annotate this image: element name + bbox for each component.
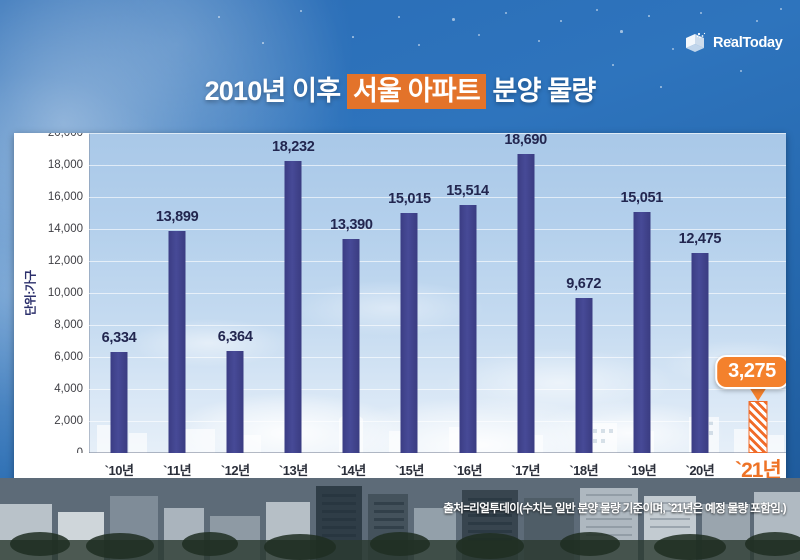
brand-name: RealToday	[713, 35, 783, 51]
star-dot	[262, 42, 264, 44]
chart-bar-value-label: 6,364	[217, 329, 253, 346]
star-dot	[612, 64, 614, 66]
chart-gridline	[89, 229, 786, 230]
chart-bar-value-label: 15,051	[620, 190, 664, 207]
star-dot	[478, 34, 480, 36]
star-dot	[560, 92, 562, 94]
star-dot	[672, 48, 674, 50]
x-axis-tick-label: `11년	[163, 463, 192, 478]
forecast-value-callout: 3,275	[715, 354, 786, 389]
y-axis-tick-label: 18,000	[47, 159, 83, 171]
x-axis-tick-label: `20년	[685, 463, 715, 478]
chart-gridline	[89, 357, 786, 358]
brand-logo: RealToday	[684, 31, 783, 55]
chart-gridline	[89, 389, 786, 390]
x-axis-tick-label: `19년	[627, 463, 657, 478]
chart-bar[interactable]	[575, 298, 593, 453]
y-axis-tick-label: 2,000	[54, 415, 83, 427]
chart-bar-value-label: 15,015	[388, 190, 431, 207]
chart-bar-value-label: 6,334	[101, 329, 137, 346]
star-dot	[560, 20, 562, 22]
chart-bar[interactable]	[633, 212, 651, 453]
chart-plot-area: 6,334 13,899 6,364 18,232 13,390 15,015 15,514…	[89, 133, 786, 453]
chart-bar-value-label: 18,232	[272, 139, 315, 156]
star-dot	[452, 18, 455, 21]
chart-bar[interactable]	[517, 153, 535, 453]
y-axis-tick-label: 16,000	[47, 191, 83, 203]
y-axis-tick-label: 10,000	[47, 287, 83, 299]
star-dot	[648, 15, 650, 17]
title-suffix: 분양 물량	[485, 76, 597, 106]
x-axis-tick-label: `10년	[104, 463, 134, 478]
star-dot	[538, 40, 541, 43]
title-prefix: 2010년 이후	[204, 76, 347, 106]
chart-gridline	[89, 293, 786, 294]
star-dot	[505, 12, 508, 15]
star-dot	[756, 20, 759, 23]
star-dot	[780, 8, 782, 10]
chart-bar-value-label: 13,390	[330, 216, 373, 233]
y-axis: 단위:가구 20,000 18,000 16,000 14,000 12,000 10,0…	[14, 133, 89, 459]
star-dot	[218, 16, 220, 18]
chart-gridline	[89, 197, 786, 198]
chart-bar-value-label: 12,475	[678, 231, 722, 248]
city-skyline-photo	[0, 478, 800, 560]
y-axis-tick-label: 8,000	[54, 319, 83, 331]
star-dot	[398, 16, 400, 18]
chart-gridline	[89, 325, 786, 326]
x-axis-baseline	[89, 452, 786, 453]
cube-logo-icon	[686, 32, 706, 52]
x-axis-tick-label: `18년	[569, 463, 599, 478]
star-dot	[740, 70, 742, 72]
star-dot	[730, 38, 732, 40]
chart-bar[interactable]	[342, 238, 360, 453]
chart-bar-value-label: 9,672	[566, 276, 602, 293]
chart-gridline	[89, 261, 786, 262]
y-axis-title: 단위:가구	[23, 270, 38, 316]
x-axis-tick-label: `21년	[735, 459, 782, 482]
chart-bar[interactable]	[284, 161, 302, 453]
star-dot	[352, 36, 354, 38]
callout-tail-icon	[748, 386, 767, 401]
y-axis-tick-label: 12,000	[47, 255, 83, 267]
x-axis-tick-label: `13년	[278, 463, 308, 478]
star-dot	[660, 86, 662, 88]
star-dot	[596, 9, 598, 11]
chart-bar[interactable]	[400, 212, 418, 453]
star-dot	[300, 10, 302, 12]
chart-gridline	[89, 421, 786, 422]
page-title: 2010년 이후 서울 아파트 분양 물량	[0, 69, 800, 109]
chart-bar[interactable]	[226, 351, 244, 453]
title-highlight: 서울 아파트	[346, 74, 486, 109]
x-axis-tick-label: `12년	[220, 463, 250, 478]
star-dot	[700, 12, 703, 15]
plot-skyline-silhouette	[97, 409, 784, 453]
chart-bar-value-label: 13,899	[155, 208, 199, 225]
star-dot	[620, 30, 623, 33]
city-photo-strip	[0, 478, 800, 560]
source-footnote: 출처=리얼투데이(수치는 일반 분양 물량 기준이며, `21년은 예정 물량 …	[443, 503, 786, 515]
chart-bar[interactable]	[110, 351, 128, 453]
chart-bar[interactable]	[459, 204, 477, 453]
x-axis-tick-label: `16년	[453, 463, 482, 478]
chart-panel: 6,334 13,899 6,364 18,232 13,390 15,015 15,514…	[14, 133, 786, 485]
x-axis-tick-label: `15년	[395, 463, 424, 478]
y-axis-tick-label: 14,000	[47, 223, 83, 235]
star-dot	[418, 44, 420, 46]
x-axis-tick-label: `14년	[337, 463, 366, 478]
chart-bar-forecast[interactable]	[748, 400, 768, 453]
chart-gridline	[89, 133, 786, 134]
chart-bar-value-label: 18,690	[504, 133, 547, 148]
chart-gridline	[89, 165, 786, 166]
y-axis-tick-label: 4,000	[54, 383, 83, 395]
y-axis-tick-label: 6,000	[54, 351, 83, 363]
chart-bar[interactable]	[168, 230, 186, 453]
chart-bar-value-label: 15,514	[446, 182, 489, 199]
chart-bar[interactable]	[691, 253, 709, 453]
x-axis-tick-label: `17년	[511, 463, 540, 478]
y-axis-tick-label: 20,000	[47, 133, 83, 139]
